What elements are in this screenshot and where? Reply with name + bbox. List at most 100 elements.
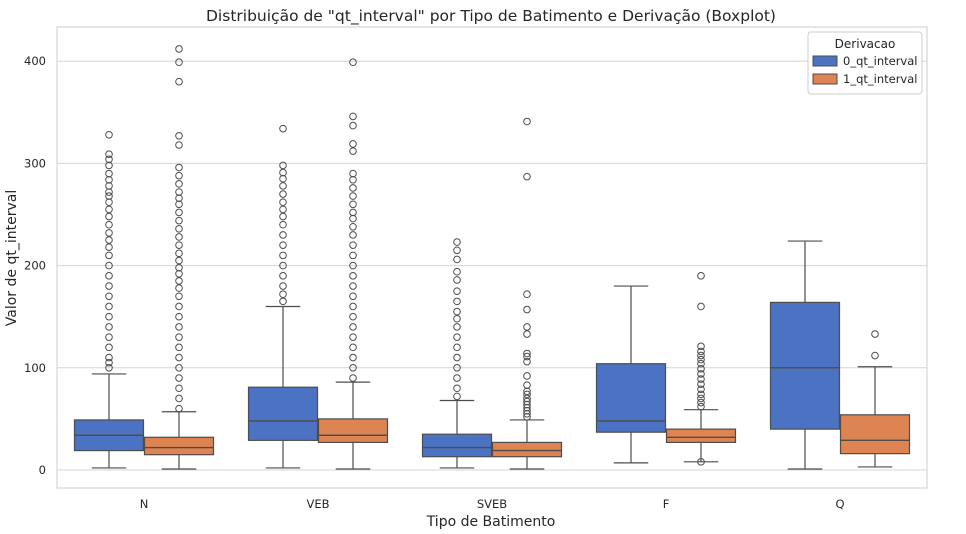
outlier-point bbox=[349, 333, 357, 341]
box-group-n-0-qt-interval bbox=[73, 130, 145, 469]
outlier-point bbox=[349, 231, 357, 239]
outlier-point bbox=[279, 272, 287, 280]
outlier-point bbox=[279, 297, 287, 306]
outlier-point bbox=[697, 370, 705, 378]
outlier-point bbox=[697, 394, 705, 403]
outlier-point bbox=[453, 323, 461, 331]
legend-label-0-qt-interval: 0_qt_interval bbox=[843, 54, 917, 68]
outlier-point bbox=[349, 121, 357, 130]
outlier-point bbox=[349, 192, 357, 200]
outlier-point bbox=[279, 168, 287, 177]
outlier-point bbox=[697, 385, 705, 394]
outlier-point bbox=[175, 188, 183, 196]
outlier-point bbox=[279, 282, 287, 290]
outlier-point bbox=[175, 208, 183, 217]
outlier-point bbox=[105, 282, 113, 290]
x-axis-label: Tipo de Batimento bbox=[426, 514, 556, 530]
outlier-point bbox=[105, 261, 113, 270]
y-tick-100: 100 bbox=[24, 361, 46, 375]
outlier-point bbox=[523, 394, 531, 403]
outlier-point bbox=[453, 343, 461, 352]
outlier-point bbox=[279, 182, 287, 190]
x-tick-veb: VEB bbox=[306, 497, 329, 511]
outlier-point bbox=[453, 384, 461, 393]
outlier-point bbox=[453, 287, 461, 295]
outlier-point bbox=[175, 58, 183, 67]
outlier-point bbox=[349, 261, 357, 270]
outlier-point bbox=[697, 458, 705, 466]
outlier-point bbox=[871, 330, 879, 338]
outlier-point bbox=[105, 323, 113, 331]
box-iqr bbox=[247, 386, 319, 441]
x-tick-sveb: SVEB bbox=[477, 497, 507, 511]
y-tick-0: 0 bbox=[39, 463, 46, 477]
outlier-point bbox=[175, 77, 183, 86]
outlier-point bbox=[175, 394, 183, 403]
chart-title: Distribuição de "qt_interval" por Tipo d… bbox=[206, 7, 776, 26]
y-tick-labels: 0 100 200 300 400 bbox=[24, 54, 46, 477]
outlier-point bbox=[697, 365, 705, 373]
outlier-point bbox=[175, 284, 183, 292]
outlier-point bbox=[105, 364, 113, 372]
outlier-point bbox=[175, 233, 183, 241]
box-group-veb-0-qt-interval bbox=[247, 124, 319, 469]
outlier-point bbox=[175, 171, 183, 180]
outlier-point bbox=[175, 180, 183, 188]
outlier-point bbox=[453, 276, 461, 284]
outlier-point bbox=[279, 198, 287, 207]
outlier-point bbox=[349, 302, 357, 311]
outlier-point bbox=[697, 359, 705, 368]
outlier-point bbox=[453, 246, 461, 255]
outlier-point bbox=[175, 256, 183, 265]
outlier-point bbox=[105, 182, 113, 190]
outlier-point bbox=[453, 374, 461, 382]
y-tick-400: 400 bbox=[24, 54, 46, 68]
outlier-point bbox=[349, 175, 357, 184]
outlier-point bbox=[175, 263, 183, 272]
outlier-point bbox=[279, 124, 287, 133]
outlier-point bbox=[175, 323, 183, 331]
outlier-point bbox=[349, 169, 357, 178]
box-iqr bbox=[491, 441, 563, 458]
outlier-point bbox=[279, 174, 287, 183]
outlier-point bbox=[105, 343, 113, 352]
outlier-point bbox=[453, 353, 461, 362]
outlier-point bbox=[523, 323, 531, 331]
box-iqr bbox=[595, 363, 667, 433]
outlier-point bbox=[453, 267, 461, 276]
outlier-point bbox=[697, 375, 705, 383]
outlier-point bbox=[175, 374, 183, 382]
outlier-point bbox=[697, 351, 705, 360]
outlier-point bbox=[523, 172, 531, 181]
outlier-point bbox=[523, 330, 531, 338]
outlier-point bbox=[523, 305, 531, 314]
outlier-point bbox=[279, 261, 287, 270]
outlier-point bbox=[349, 282, 357, 290]
outlier-point bbox=[349, 353, 357, 362]
outlier-point bbox=[175, 225, 183, 233]
outlier-point bbox=[175, 200, 183, 209]
x-tick-labels: N VEB SVEB F Q bbox=[140, 497, 845, 511]
outlier-point bbox=[175, 194, 183, 202]
outlier-point bbox=[697, 390, 705, 399]
outlier-point bbox=[175, 364, 183, 372]
outlier-point bbox=[105, 175, 113, 184]
outlier-point bbox=[453, 255, 461, 264]
outlier-point bbox=[523, 381, 531, 389]
outlier-point bbox=[697, 380, 705, 388]
boxes-layer bbox=[73, 45, 911, 470]
outlier-point bbox=[105, 155, 113, 164]
outlier-point bbox=[349, 323, 357, 331]
y-tick-200: 200 bbox=[24, 259, 46, 273]
outlier-point bbox=[105, 353, 113, 362]
outlier-point bbox=[175, 216, 183, 225]
outlier-point bbox=[175, 241, 183, 249]
outlier-point bbox=[697, 355, 705, 364]
outlier-point bbox=[175, 269, 183, 278]
outlier-point bbox=[105, 212, 113, 221]
y-axis-label: Valor de qt_interval bbox=[4, 190, 20, 326]
outlier-point bbox=[697, 398, 705, 407]
outlier-point bbox=[697, 402, 705, 411]
outlier-point bbox=[279, 190, 287, 198]
